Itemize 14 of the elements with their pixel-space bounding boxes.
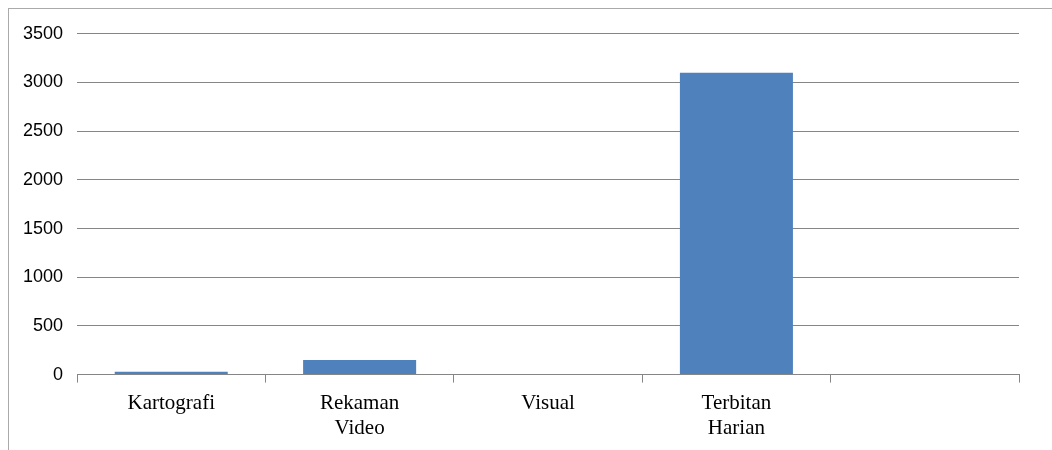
y-tick-label: 500	[33, 314, 64, 335]
x-tick-label: Terbitan Harian	[701, 389, 772, 439]
y-tick-label: 3500	[23, 22, 64, 43]
x-tick-label: Kartografi	[127, 389, 216, 414]
bar	[679, 72, 793, 375]
bar	[303, 359, 417, 375]
x-tick-label: Rekaman Video	[319, 389, 400, 439]
x-tick-label: Visual	[521, 389, 575, 414]
y-tick-label: 0	[53, 363, 64, 384]
y-tick-label: 1000	[23, 266, 64, 287]
y-tick-label: 2000	[23, 168, 64, 189]
y-tick-label: 2500	[23, 120, 64, 141]
y-tick-label: 3000	[23, 71, 64, 92]
y-tick-label: 1500	[23, 217, 64, 238]
